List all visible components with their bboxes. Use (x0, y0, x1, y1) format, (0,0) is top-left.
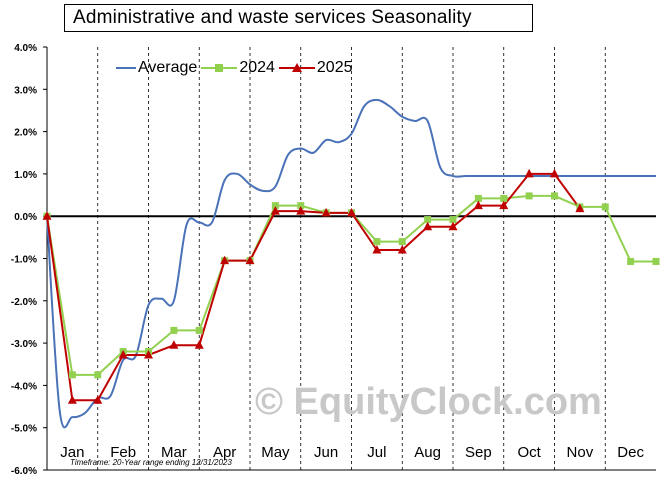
x-tick-label: Mar (161, 444, 187, 461)
legend-line-average-icon (116, 67, 136, 69)
data-point-2024 (297, 202, 305, 210)
y-tick-label: -5.0% (11, 424, 37, 435)
x-tick-label: Sep (465, 444, 492, 461)
x-tick-label: May (261, 444, 290, 461)
data-point-2024 (601, 203, 609, 211)
data-point-2025 (118, 349, 128, 359)
legend-label-average: Average (138, 59, 198, 76)
legend-label-2025: 2025 (316, 59, 353, 76)
data-point-2025 (550, 168, 559, 178)
legend-item-2025: 2025 (278, 59, 353, 77)
data-point-2024 (170, 326, 178, 334)
data-point-2025 (67, 395, 77, 404)
x-tick-label: Aug (414, 444, 441, 461)
data-point-2025 (423, 221, 433, 231)
legend-line-2024-icon (201, 64, 238, 72)
data-point-2025 (144, 349, 153, 359)
data-point-2024 (652, 257, 660, 265)
data-point-2024 (424, 216, 432, 224)
y-tick-label: -2.0% (11, 297, 37, 308)
data-point-2024 (94, 371, 102, 379)
data-point-2025 (220, 255, 230, 265)
y-tick-label: 4.0% (14, 43, 37, 54)
y-tick-label: -4.0% (11, 381, 37, 392)
legend-item-2024: 2024 (201, 59, 275, 77)
data-point-2025 (499, 200, 509, 210)
data-point-2025 (42, 211, 52, 220)
data-point-2025 (397, 245, 407, 254)
data-point-2024 (627, 257, 635, 265)
x-tick-label: Oct (517, 444, 541, 461)
watermark: © EquityClock.com (255, 381, 602, 423)
series-markers (42, 168, 660, 404)
data-point-2025 (270, 206, 280, 215)
legend-item-average: Average (116, 59, 197, 77)
legend-line-2025-icon (278, 63, 315, 72)
data-point-2024 (373, 238, 381, 246)
x-tick-label: Jan (60, 444, 84, 461)
y-axis-tick-labels: 4.0% 3.0% 2.0% 1.0% 0.0% -1.0% -2.0% -3.0% -4.0%… (11, 43, 47, 477)
data-point-2025 (473, 200, 483, 210)
chart-title: Administrative and waste services Season… (64, 4, 533, 32)
y-tick-label: -1.0% (11, 255, 37, 266)
x-tick-label: Jul (367, 444, 386, 461)
data-point-2024 (525, 192, 533, 200)
x-tick-label: Dec (617, 444, 644, 461)
data-point-2024 (68, 371, 76, 379)
data-point-2025 (372, 245, 382, 254)
data-point-2024 (195, 326, 203, 334)
data-point-2024 (398, 238, 406, 246)
legend: Average 2024 2025 (116, 57, 357, 79)
x-axis-tick-labels: Jan Feb Mar Apr May Jun Jul Aug Sep Oct Nov Dec (60, 444, 644, 461)
timeframe-footnote: Timeframe: 20-Year range ending 12/31/20… (70, 458, 232, 467)
y-tick-label: -6.0% (11, 466, 37, 477)
y-tick-label: -3.0% (11, 339, 37, 350)
y-tick-label: 1.0% (14, 170, 37, 181)
data-point-2024 (500, 194, 508, 202)
data-point-2025 (347, 207, 356, 217)
data-point-2024 (271, 202, 279, 210)
data-point-2024 (551, 192, 558, 200)
x-tick-label: Jun (314, 444, 338, 461)
x-tick-label: Nov (567, 444, 594, 461)
legend-label-2024: 2024 (239, 59, 275, 76)
data-point-2025 (296, 206, 306, 215)
data-point-2025 (194, 340, 204, 349)
y-tick-label: 0.0% (14, 212, 37, 223)
x-tick-label: Apr (213, 444, 236, 461)
data-point-2025 (245, 255, 255, 265)
x-tick-label: Feb (110, 444, 136, 461)
y-tick-label: 3.0% (14, 85, 37, 96)
y-tick-label: 2.0% (14, 128, 37, 139)
data-point-2025 (321, 207, 331, 217)
data-point-2025 (524, 168, 534, 178)
data-point-2024 (449, 216, 457, 224)
data-point-2024 (474, 194, 482, 202)
data-point-2025 (448, 221, 458, 231)
data-point-2025 (169, 340, 179, 349)
series-line-2025 (46, 172, 581, 402)
data-point-2025 (93, 395, 103, 404)
data-point-2025 (575, 203, 585, 213)
